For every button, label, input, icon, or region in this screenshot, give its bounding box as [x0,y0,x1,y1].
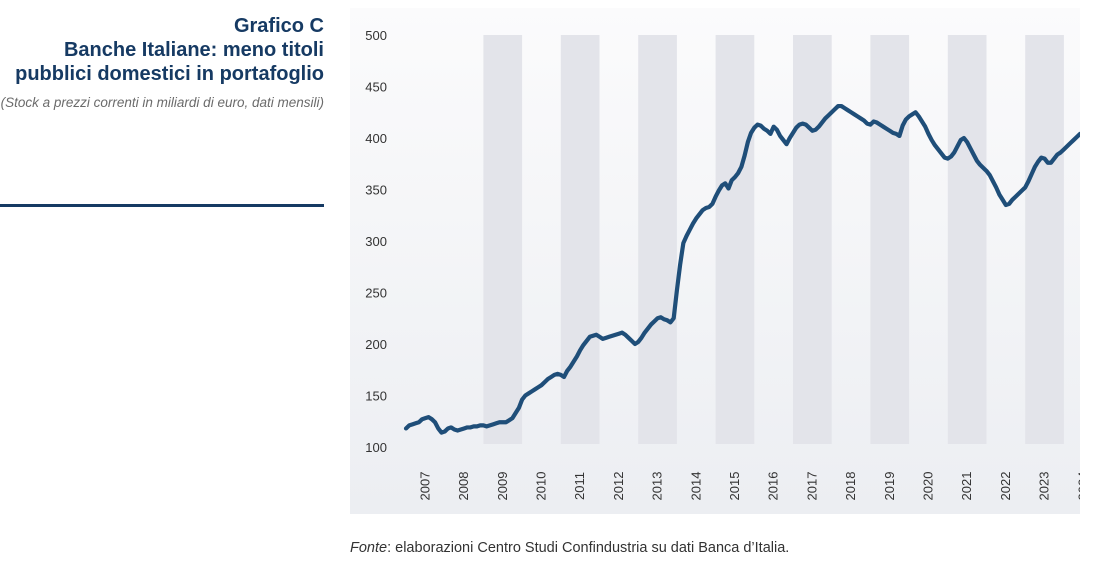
chart-title: Banche Italiane: meno titoli pubblici do… [15,39,324,85]
x-tick-label: 2019 [882,472,897,501]
year-band-2019 [870,35,910,444]
year-band-2009 [483,35,523,444]
x-tick-label: 2016 [766,472,781,501]
y-tick-label: 350 [365,183,387,198]
year-band-2021 [947,35,987,444]
x-tick-label: 2018 [843,472,858,501]
year-band-2013 [638,35,677,444]
header-divider [0,204,324,207]
chart-header: Grafico C Banche Italiane: meno titoli p… [0,14,324,112]
year-band-2023 [1025,35,1064,444]
x-tick-label: 2022 [998,472,1013,501]
y-tick-label: 500 [365,28,387,43]
x-tick-label: 2007 [417,472,432,501]
year-band-2017 [793,35,832,444]
y-tick-label: 200 [365,337,387,352]
x-tick-label: 2023 [1037,472,1052,501]
chart-subtitle: (Stock a prezzi correnti in miliardi di … [0,95,324,110]
series-line [403,103,1096,435]
y-tick-label: 150 [365,389,387,404]
y-tick-label: 400 [365,131,387,146]
x-tick-label: 2013 [650,472,665,501]
x-tick-label: 2015 [727,472,742,501]
chart-label: Grafico C [233,15,324,37]
line-chart: 100 150 200 250 300 350 400 450 500 2007 2008 2009… [350,8,1096,514]
x-tick-label: 2012 [611,472,626,501]
x-tick-label: 2024 [1075,472,1080,501]
x-tick-label: 2008 [456,472,471,501]
y-tick-label: 450 [365,80,387,95]
x-tick-label: 2017 [804,472,819,501]
x-tick-label: 2010 [533,472,548,501]
x-tick-label: 2009 [495,472,510,501]
y-tick-label: 250 [365,286,387,301]
x-tick-label: 2020 [920,472,935,501]
x-tick-label: 2014 [688,472,703,501]
year-band-2011 [560,35,600,444]
year-band-2015 [715,35,755,444]
y-tick-label: 300 [365,234,387,249]
source-prefix: Fonte [350,540,388,556]
x-tick-label: 2021 [959,472,974,501]
source-text: : elaborazioni Centro Studi Confindustri… [387,540,790,556]
x-tick-label: 2011 [572,472,587,500]
y-tick-label: 100 [365,440,387,455]
source-note: Fonte: elaborazioni Centro Studi Confind… [350,540,789,556]
chart-area: 100 150 200 250 300 350 400 450 500 2007 2008 2009… [350,8,1096,514]
